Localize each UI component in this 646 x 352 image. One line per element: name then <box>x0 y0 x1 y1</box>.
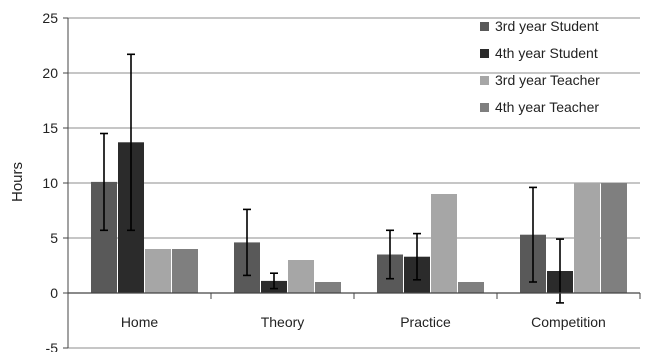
legend-label: 3rd year Student <box>495 18 599 34</box>
x-tick-label: Practice <box>400 314 451 330</box>
y-tick-label: 15 <box>42 120 58 136</box>
y-tick-label: 10 <box>42 175 58 191</box>
y-tick-label: 25 <box>42 10 58 26</box>
error-bars <box>100 53 564 304</box>
legend-label: 3rd year Teacher <box>495 72 600 88</box>
y-tick-label: 5 <box>50 230 58 246</box>
y-tick-label: -5 <box>46 340 59 352</box>
axes <box>63 17 641 349</box>
bar <box>431 194 457 293</box>
y-tick-label: 20 <box>42 65 58 81</box>
x-tick-labels: Home Theory Practice Competition <box>121 314 606 330</box>
bar <box>601 183 627 293</box>
bar <box>172 249 198 293</box>
legend-swatch <box>480 22 489 31</box>
bar <box>145 249 171 293</box>
legend: 3rd year Student 4th year Student 3rd year… <box>480 18 600 115</box>
x-tick-label: Home <box>121 314 159 330</box>
y-tick-label: 0 <box>50 285 58 301</box>
x-tick-label: Theory <box>261 314 305 330</box>
bar <box>288 260 314 293</box>
legend-swatch <box>480 76 489 85</box>
legend-swatch <box>480 49 489 58</box>
legend-label: 4th year Student <box>495 45 598 61</box>
x-tick-label: Competition <box>531 314 606 330</box>
bar <box>315 282 341 293</box>
bars <box>91 142 627 293</box>
legend-swatch <box>480 103 489 112</box>
bar <box>574 183 600 293</box>
bar <box>458 282 484 293</box>
legend-label: 4th year Teacher <box>495 99 599 115</box>
y-tick-labels: -5 0 5 10 15 20 25 <box>42 10 58 352</box>
y-axis-label: Hours <box>9 162 26 202</box>
